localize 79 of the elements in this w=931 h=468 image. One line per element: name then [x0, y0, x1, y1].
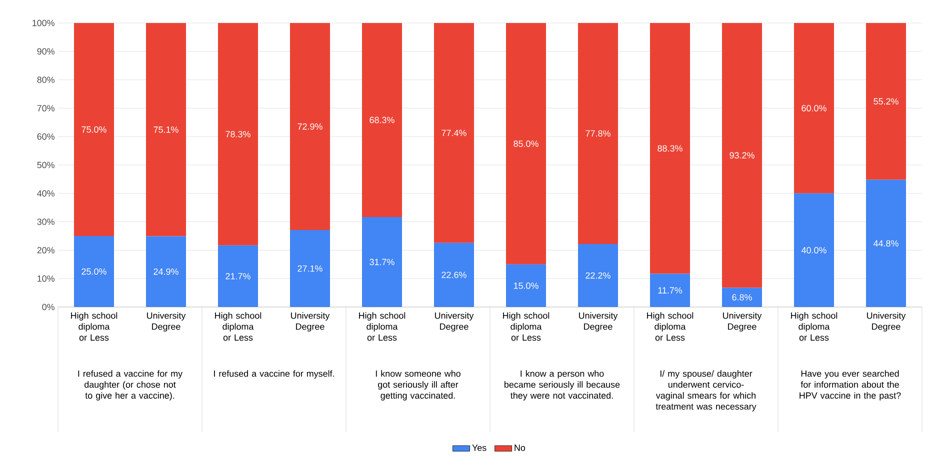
- x-tick-label: High school diploma or Less: [71, 312, 118, 341]
- x-tick-label: High school diploma or Less: [647, 312, 694, 341]
- data-label: 25.0%: [82, 268, 106, 275]
- bar: [650, 274, 690, 307]
- bar: [74, 236, 114, 307]
- data-label: 75.0%: [82, 126, 106, 133]
- x-tick-label: University Degree: [435, 312, 474, 332]
- y-tick-label: 30%: [37, 218, 54, 225]
- y-tick-label: 20%: [37, 247, 54, 254]
- data-label: 88.3%: [658, 145, 682, 152]
- bar: [578, 244, 618, 307]
- bar: [434, 22, 474, 243]
- y-tick-label: 70%: [37, 105, 54, 112]
- y-tick-label: 50%: [37, 162, 54, 168]
- x-tick-label: University Degree: [867, 312, 906, 332]
- text: I know a person who became seriously ill because they were not vaccinated.: [504, 370, 620, 400]
- data-label: 31.7%: [370, 258, 394, 266]
- bar: [866, 22, 906, 180]
- bar: [650, 22, 690, 274]
- y-tick-label: 100%: [32, 20, 54, 26]
- bar: [722, 22, 762, 288]
- x-tick-label: High school diploma or Less: [791, 312, 838, 341]
- data-label: 27.1%: [298, 265, 322, 272]
- x-tick-label: High school diploma or Less: [359, 312, 406, 341]
- text: I refused a vaccine for myself.: [214, 370, 334, 379]
- x-tick-label: University Degree: [579, 312, 618, 332]
- data-label: 60.0%: [802, 105, 826, 112]
- legend-label: No: [514, 444, 526, 451]
- bar: [362, 22, 402, 217]
- text: I know someone who got seriously ill after getting vaccinated.: [376, 370, 460, 400]
- x-tick-label: University Degree: [723, 312, 762, 332]
- x-tick-label: University Degree: [291, 312, 330, 332]
- data-label: 22.2%: [586, 272, 610, 279]
- y-tick-label: 60%: [37, 133, 54, 140]
- y-tick-label: 80%: [37, 76, 54, 83]
- x-tick-label: University Degree: [147, 312, 186, 332]
- data-label: 6.8%: [732, 294, 752, 301]
- bar: [434, 242, 474, 307]
- y-tick-label: 40%: [37, 190, 54, 197]
- y-tick-label: 0%: [42, 304, 54, 310]
- data-label: 24.9%: [154, 268, 178, 275]
- bar: [362, 216, 402, 307]
- data-label: 40.0%: [802, 247, 826, 254]
- data-label: 78.3%: [226, 131, 250, 138]
- data-label: 11.7%: [658, 287, 682, 294]
- data-label: 75.1%: [154, 126, 178, 133]
- data-label: 77.4%: [442, 130, 466, 136]
- bar: [290, 230, 330, 307]
- legend-label: Yes: [472, 444, 486, 451]
- bar: [218, 22, 258, 246]
- bar: [290, 22, 330, 230]
- data-label: 21.7%: [226, 273, 250, 280]
- bar: [74, 22, 114, 236]
- text: I/ my spouse/ daughter underwent cervico-vaginal smears for which treatment was necessary: [656, 370, 756, 412]
- bar: [866, 180, 906, 307]
- data-label: 55.2%: [874, 98, 898, 105]
- data-label: 15.0%: [514, 282, 538, 289]
- x-tick-label: High school diploma or Less: [503, 312, 550, 341]
- data-label: 68.3%: [370, 116, 394, 124]
- text: I refused a vaccine for my daughter (or chose not to give her a vaccine).: [78, 370, 183, 400]
- bar: [146, 236, 186, 307]
- bar: [794, 22, 834, 194]
- data-label: 22.6%: [442, 272, 466, 278]
- y-tick-label: 90%: [37, 48, 54, 55]
- data-label: 85.0%: [514, 140, 538, 147]
- data-label: 77.8%: [586, 130, 610, 137]
- data-label: 72.9%: [298, 123, 322, 130]
- bar: [578, 22, 618, 244]
- bar: [146, 22, 186, 236]
- y-tick-label: 10%: [38, 275, 54, 282]
- x-tick-label: High school diploma or Less: [215, 312, 262, 341]
- bar: [506, 22, 546, 264]
- bar: [794, 193, 834, 307]
- text: Have you ever searched for information about the HPV vaccine in the past?: [800, 370, 901, 400]
- data-label: 93.2%: [730, 152, 754, 159]
- bar: [506, 264, 546, 307]
- bar: [722, 288, 762, 307]
- bar: [218, 245, 258, 307]
- data-label: 44.8%: [874, 240, 898, 247]
